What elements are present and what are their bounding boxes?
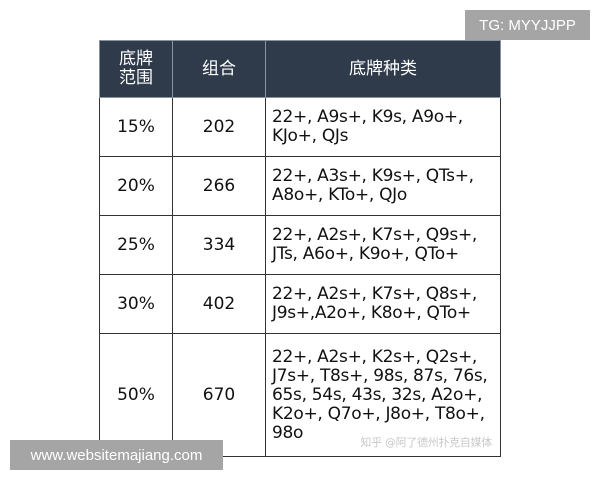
table-row: 20% 266 22+, A3s+, K9s+, QTs+, A8o+, KTo… [99, 156, 501, 216]
tg-badge: TG: MYYJJPP [465, 10, 590, 40]
hands-cell: 22+, A3s+, K9s+, QTs+, A8o+, KTo+, QJo [265, 156, 501, 216]
combos-cell: 402 [172, 274, 266, 334]
starting-hands-table: 底牌 范围 组合 底牌种类 15% 202 22+, A9s+, K9s, A9… [99, 40, 501, 457]
table-row: 30% 402 22+, A2s+, K7s+, Q8s+, J9s+,A2o+… [99, 274, 501, 334]
hands-cell: 22+, A9s+, K9s, A9o+, KJo+, QJs [265, 97, 501, 157]
range-cell: 25% [99, 215, 173, 275]
table-row: 50% 670 22+, A2s+, K2s+, Q2s+, J7s+, T8s… [99, 333, 501, 457]
table-row: 25% 334 22+, A2s+, K7s+, Q9s+, JTs, A6o+… [99, 215, 501, 275]
hands-text: 22+, A2s+, K2s+, Q2s+, J7s+, T8s+, 98s, … [272, 346, 488, 443]
range-cell: 15% [99, 97, 173, 157]
combos-cell: 202 [172, 97, 266, 157]
table-header: 底牌 范围 组合 底牌种类 [99, 40, 501, 98]
hands-cell: 22+, A2s+, K2s+, Q2s+, J7s+, T8s+, 98s, … [265, 333, 501, 457]
range-cell: 30% [99, 274, 173, 334]
site-badge: www.websitemajiang.com [10, 440, 223, 470]
hands-cell: 22+, A2s+, K7s+, Q9s+, JTs, A6o+, K9o+, … [265, 215, 501, 275]
range-cell: 20% [99, 156, 173, 216]
hands-cell: 22+, A2s+, K7s+, Q8s+, J9s+,A2o+, K8o+, … [265, 274, 501, 334]
header-combos: 组合 [172, 40, 266, 98]
header-hands: 底牌种类 [265, 40, 501, 98]
table-row: 15% 202 22+, A9s+, K9s, A9o+, KJo+, QJs [99, 97, 501, 157]
combos-cell: 266 [172, 156, 266, 216]
watermark: 知乎 @阿了德州扑克自媒体 [360, 436, 492, 449]
combos-cell: 334 [172, 215, 266, 275]
combos-cell: 670 [172, 333, 266, 457]
range-cell: 50% [99, 333, 173, 457]
header-range: 底牌 范围 [99, 40, 173, 98]
